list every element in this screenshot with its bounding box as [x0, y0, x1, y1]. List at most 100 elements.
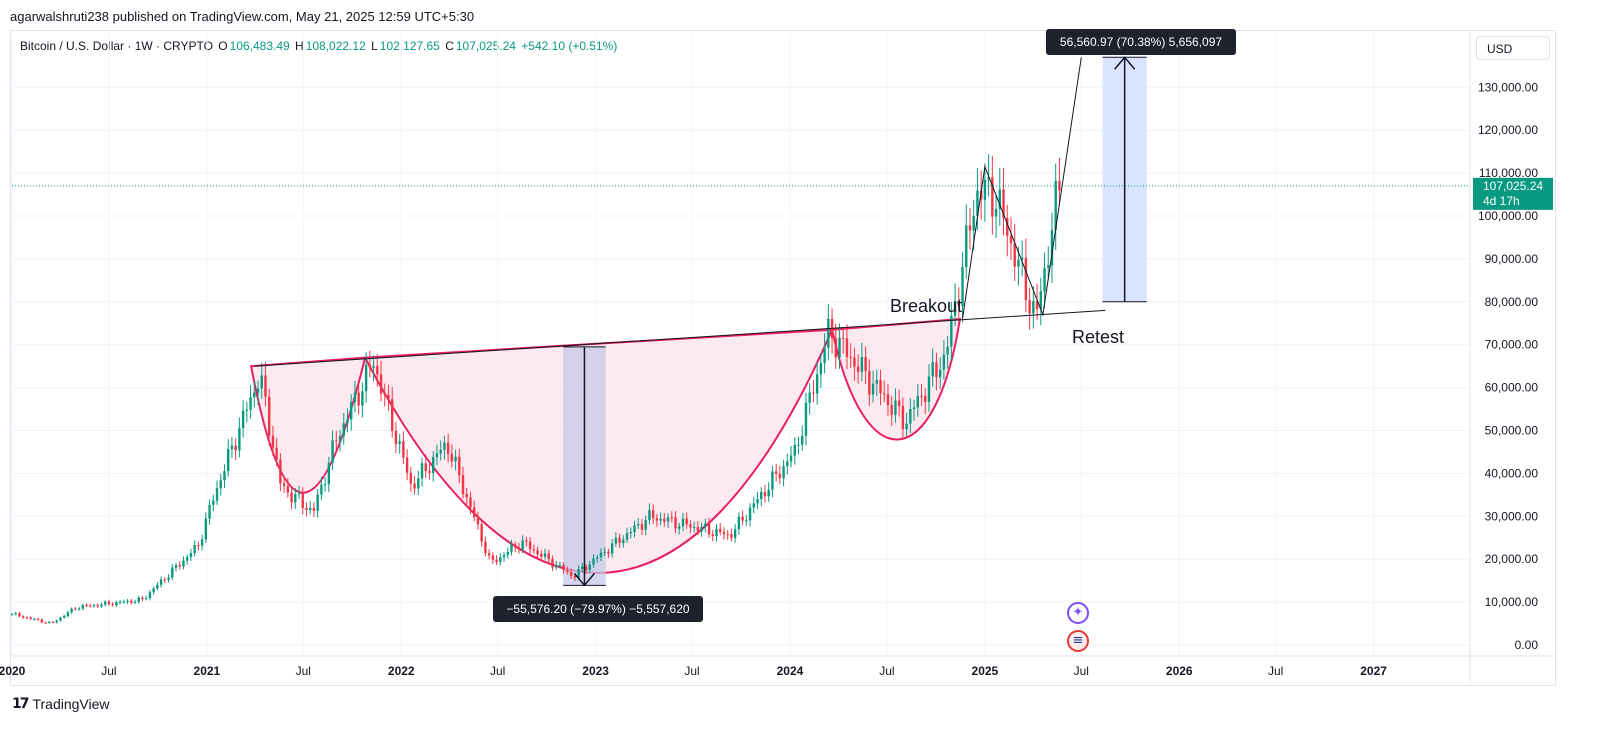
candle-body: [838, 337, 841, 358]
y-tick-label: 130,000.00: [1478, 80, 1538, 94]
open-label: O: [218, 39, 228, 53]
candle-body: [208, 504, 211, 519]
candle-body: [156, 584, 159, 589]
x-tick-label: 2026: [1166, 664, 1193, 678]
candle-body: [1002, 189, 1005, 218]
candle-body: [618, 537, 621, 544]
candle-body: [827, 318, 830, 348]
candle-body: [946, 346, 949, 355]
candle-body: [51, 621, 55, 623]
candle-body: [655, 518, 659, 521]
candle-body: [707, 523, 711, 535]
candle-body: [767, 489, 770, 497]
candle-body: [1024, 257, 1028, 301]
candle-body: [860, 356, 864, 372]
candle-body: [92, 605, 96, 607]
candle-body: [786, 461, 789, 467]
candle-body: [685, 518, 688, 525]
candle-body: [1050, 230, 1054, 266]
high-value: 108,022.12: [305, 39, 366, 53]
y-tick-label: 80,000.00: [1485, 295, 1539, 309]
candle-body: [379, 374, 383, 394]
candle-body: [275, 447, 278, 460]
candle-body: [473, 507, 476, 518]
candle-body: [230, 445, 234, 450]
open-value: 106,483.49: [229, 39, 290, 53]
candle-body: [704, 523, 707, 527]
candle-body: [666, 517, 670, 522]
candle-body: [543, 553, 547, 557]
candle-body: [443, 442, 446, 450]
x-tick-label: Jul: [1074, 664, 1089, 678]
candle-body: [994, 208, 998, 217]
candle-body: [159, 579, 163, 585]
candle-body: [297, 493, 301, 495]
candle-body: [1047, 265, 1050, 268]
candle-body: [569, 571, 573, 577]
high-label: H: [295, 39, 304, 53]
candle-body: [938, 369, 942, 378]
candle-body: [364, 364, 368, 392]
candle-body: [234, 445, 237, 451]
price-badge-box: [1473, 177, 1553, 210]
candle-body: [439, 449, 442, 454]
candle-body: [540, 554, 543, 557]
candle-body: [245, 409, 249, 411]
y-tick-label: 50,000.00: [1485, 424, 1539, 438]
candle-body: [845, 338, 849, 358]
candle-body: [197, 545, 200, 547]
candle-body: [338, 436, 342, 442]
symbol-legend: Bitcoin / U.S. Dollar · 1W · CRYPTO O 106…: [20, 39, 619, 53]
candle-body: [789, 455, 793, 462]
candle-body: [801, 435, 804, 445]
candle-body: [398, 441, 401, 444]
candle-body: [148, 592, 152, 599]
candle-body: [238, 428, 241, 451]
candle-body: [185, 557, 189, 561]
target-measure-label-box: [1046, 29, 1236, 55]
candle-body: [44, 622, 47, 624]
close-value: 107,025.24: [455, 39, 516, 53]
candle-body: [536, 550, 539, 555]
candle-body: [212, 500, 215, 505]
candle-body: [592, 558, 595, 565]
candle-body: [514, 544, 517, 548]
us-flag-icon[interactable]: ≡: [1067, 630, 1089, 652]
candle-body: [719, 528, 722, 532]
candle-body: [327, 462, 331, 485]
candle-body: [715, 528, 718, 537]
candle-body: [454, 456, 457, 462]
symbol-title[interactable]: Bitcoin / U.S. Dollar · 1W · CRYPTO: [20, 39, 213, 53]
candle-body: [29, 617, 32, 619]
y-tick-label: 70,000.00: [1485, 338, 1539, 352]
candle-body: [103, 601, 107, 605]
candle-body: [178, 565, 181, 567]
x-tick-label: Jul: [296, 664, 311, 678]
candle-body: [678, 526, 681, 529]
candle-body: [912, 407, 916, 410]
candle-body: [700, 526, 703, 532]
x-tick-label: 2022: [388, 664, 415, 678]
candle-body: [249, 397, 252, 410]
candle-body: [350, 401, 353, 420]
candle-body: [81, 605, 85, 609]
x-tick-label: 2027: [1360, 664, 1387, 678]
candle-body: [372, 365, 375, 369]
candle-body: [118, 601, 122, 603]
y-tick-label: 30,000.00: [1485, 509, 1539, 523]
tradingview-footer[interactable]: 17 TradingView: [12, 696, 110, 712]
candle-body: [66, 612, 70, 617]
candle-body: [648, 510, 651, 521]
candle-body: [409, 472, 413, 484]
candle-body: [670, 517, 673, 519]
candle-body: [983, 179, 987, 200]
currency-button[interactable]: USD: [1476, 36, 1550, 60]
candle-body: [782, 466, 785, 479]
candle-body: [610, 543, 614, 554]
candle-body: [10, 614, 14, 616]
candle-body: [253, 392, 256, 398]
ai-spark-icon[interactable]: ✦: [1067, 602, 1089, 624]
brand-name: TradingView: [32, 696, 110, 712]
candle-body: [760, 492, 763, 499]
